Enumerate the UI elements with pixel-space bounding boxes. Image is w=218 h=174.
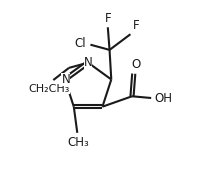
- Text: N: N: [61, 73, 70, 86]
- Text: CH₃: CH₃: [67, 136, 89, 149]
- Text: O: O: [132, 58, 141, 71]
- Text: F: F: [133, 19, 140, 32]
- Text: F: F: [105, 12, 112, 25]
- Text: OH: OH: [155, 92, 173, 105]
- Text: N: N: [84, 56, 92, 69]
- Text: CH₂CH₃: CH₂CH₃: [28, 84, 70, 94]
- Text: Cl: Cl: [74, 37, 86, 50]
